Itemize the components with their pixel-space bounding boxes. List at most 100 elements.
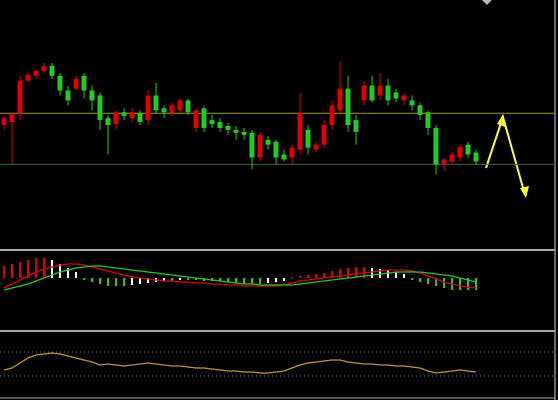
indicator-line <box>3 265 477 291</box>
candle-body <box>73 78 79 89</box>
candle-body <box>249 132 255 158</box>
candle-body <box>313 144 319 150</box>
candle-body <box>385 85 391 101</box>
arrow-head <box>497 114 505 127</box>
candle-body <box>265 139 271 145</box>
candle-body <box>217 122 223 128</box>
histogram-bar <box>139 278 141 284</box>
indicator-line <box>3 263 477 289</box>
candle-body <box>225 125 231 130</box>
histogram-bar <box>99 278 101 284</box>
candle-body <box>41 65 47 71</box>
histogram-bar <box>219 278 221 281</box>
candle-body <box>337 88 343 111</box>
candle-body <box>169 105 175 114</box>
candle-body <box>9 114 15 123</box>
histogram-bar <box>227 278 229 282</box>
histogram-bar <box>267 278 269 283</box>
histogram-bar <box>371 268 373 278</box>
candle-body <box>257 134 263 158</box>
candle-body <box>97 95 103 121</box>
histogram-bar <box>147 278 149 283</box>
candle-body <box>89 90 95 101</box>
indicator-line <box>3 352 477 374</box>
histogram-bar <box>243 278 245 284</box>
candle-body <box>201 108 207 128</box>
candle-body <box>233 129 239 133</box>
histogram-bar <box>355 267 357 278</box>
histogram-bar <box>179 278 181 280</box>
candle-body <box>161 108 167 113</box>
candle-body <box>329 105 335 125</box>
histogram-bar <box>43 258 45 278</box>
histogram-bar <box>259 278 261 284</box>
histogram-bar <box>195 278 197 280</box>
candle-body <box>457 146 463 158</box>
histogram-bar <box>91 278 93 282</box>
candle-body <box>57 75 63 91</box>
histogram-bar <box>443 278 445 288</box>
candle-body <box>177 100 183 111</box>
histogram-bar <box>235 278 237 283</box>
histogram-bar <box>11 264 13 278</box>
candle-body <box>81 75 87 91</box>
candle-body <box>241 131 247 135</box>
candle-body <box>17 80 23 114</box>
candle-body <box>417 105 423 116</box>
candle-body <box>409 100 415 106</box>
candle-body <box>193 110 199 128</box>
candle-body <box>65 90 71 101</box>
arrow-head <box>520 186 529 198</box>
candle-body <box>185 100 191 113</box>
histogram-bar <box>275 278 277 282</box>
candle-body <box>369 85 375 101</box>
candle-body <box>105 118 111 125</box>
candle-body <box>273 141 279 158</box>
histogram-bar <box>59 264 61 278</box>
candle-body <box>425 112 431 128</box>
candle-body <box>433 127 439 165</box>
histogram-bar <box>187 278 189 280</box>
histogram-bar <box>19 262 21 278</box>
histogram-bar <box>387 270 389 278</box>
candle-body <box>345 88 351 125</box>
candle-body <box>449 154 455 162</box>
histogram-bar <box>427 278 429 284</box>
histogram-bar <box>395 272 397 278</box>
histogram-bar <box>467 278 469 290</box>
histogram-bar <box>411 278 413 280</box>
histogram-bar <box>291 277 293 278</box>
candle-body <box>153 95 159 111</box>
candle-body <box>321 125 327 145</box>
histogram-bar <box>299 276 301 278</box>
candle-body <box>49 65 55 76</box>
candle-body <box>289 147 295 158</box>
candle-body <box>33 70 39 76</box>
candle-body <box>353 120 359 132</box>
candle-body <box>305 129 311 148</box>
candle-body <box>137 113 143 123</box>
histogram-bar <box>163 278 165 281</box>
histogram-bar <box>283 278 285 281</box>
histogram-bar <box>475 278 477 290</box>
scroll-marker <box>482 0 492 5</box>
histogram-bar <box>347 268 349 278</box>
candle-body <box>209 120 215 125</box>
arrow <box>485 113 526 196</box>
candle-body <box>441 159 447 165</box>
histogram-bar <box>3 266 5 278</box>
candle-body <box>361 85 367 101</box>
histogram-bar <box>403 274 405 278</box>
histogram-bar <box>315 274 317 278</box>
histogram-bar <box>419 278 421 282</box>
candle-body <box>281 154 287 160</box>
candle-body <box>129 112 135 119</box>
candle-body <box>25 74 31 81</box>
histogram-bar <box>459 278 461 290</box>
histogram-bar <box>123 278 125 286</box>
histogram-bar <box>435 278 437 286</box>
candle-body <box>393 92 399 99</box>
candle-body <box>1 118 7 125</box>
histogram-bar <box>131 278 133 285</box>
candle-body <box>377 85 383 96</box>
